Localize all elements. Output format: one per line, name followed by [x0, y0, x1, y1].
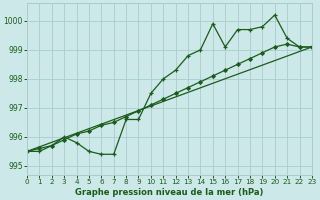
X-axis label: Graphe pression niveau de la mer (hPa): Graphe pression niveau de la mer (hPa) [75, 188, 264, 197]
